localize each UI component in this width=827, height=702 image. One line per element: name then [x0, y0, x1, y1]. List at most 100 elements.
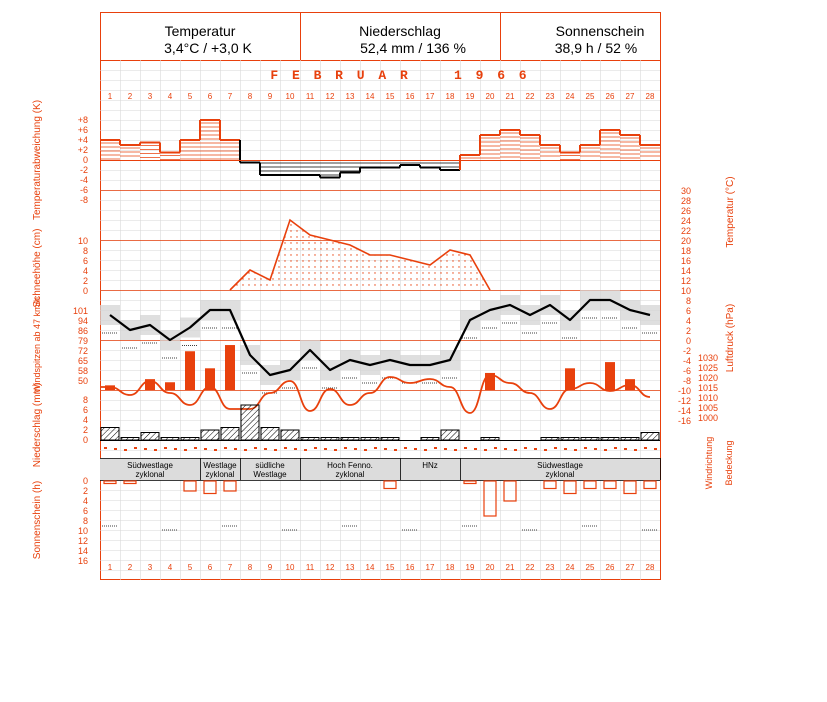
temp-anomaly-tick: -4 — [80, 175, 88, 185]
day-labels-bottom: 1 2 3 4 5 6 7 8 9 10 11 12 13 14 15 16 17 18 19 20 21 22 23 24 2… — [108, 563, 655, 572]
wind-direction-marker — [344, 447, 347, 449]
day-label: 6 — [208, 92, 213, 101]
day-label: 21 — [506, 563, 515, 572]
left-axis-ticks: +8+6+4+20-2-4-6-810864201019486797265585… — [73, 115, 88, 566]
wind-direction-marker — [274, 449, 277, 451]
wind-gust-bar — [485, 372, 495, 390]
wind-direction-marker — [504, 448, 507, 450]
precip-axis-label: Niederschlag (mm) — [32, 383, 43, 467]
weather-type-label: südliche — [255, 461, 285, 470]
wind-gust-bar — [205, 368, 215, 390]
wind-direction-marker — [204, 448, 207, 450]
day-labels-top: 1 2 3 4 5 6 7 8 9 10 11 12 13 14 15 16 17 18 19 20 21 22 23 24 2… — [108, 92, 655, 101]
wind-direction-marker — [174, 448, 177, 450]
sunshine-tick: 4 — [83, 496, 88, 506]
wind-gust-bar — [605, 362, 615, 390]
temperature-axis-label: Temperatur (°C) — [725, 176, 736, 247]
wind-direction-marker — [454, 449, 457, 451]
wind-gust-tick: 65 — [78, 356, 88, 366]
day-label: 17 — [426, 92, 435, 101]
wind-direction-marker — [114, 448, 117, 450]
temperature-tick: -6 — [683, 366, 691, 376]
temperature-tick: 0 — [686, 336, 691, 346]
temp-anomaly-axis-label: Temperaturabweichung (K) — [32, 100, 43, 220]
wind-direction-marker — [384, 448, 387, 450]
wind-gust-bar — [225, 345, 235, 390]
snow-depth-tick: 6 — [83, 256, 88, 266]
sunshine-bar — [463, 480, 477, 485]
day-label: 25 — [586, 92, 595, 101]
pressure-tick: 1015 — [698, 383, 718, 393]
temperature-tick: -2 — [683, 346, 691, 356]
day-label: 17 — [426, 563, 435, 572]
day-label: 2 — [128, 92, 133, 101]
day-label: 19 — [466, 563, 475, 572]
temperature-tick: 16 — [681, 256, 691, 266]
sunshine-axis-label: Sonnenschein (h) — [32, 481, 43, 559]
wind-direction-marker — [284, 447, 287, 449]
temperature-title: Temperatur — [165, 23, 236, 39]
precip-bar — [440, 429, 460, 441]
pressure-tick: 1000 — [698, 413, 718, 423]
wind-direction-marker — [624, 448, 627, 450]
day-label: 20 — [486, 92, 495, 101]
precip-tick: 6 — [83, 405, 88, 415]
sunshine-bar — [483, 480, 497, 517]
wind-gust-tick: 72 — [78, 346, 88, 356]
wind-direction-marker — [594, 448, 597, 450]
sunshine-bar — [583, 480, 597, 490]
snow-depth-tick: 2 — [83, 276, 88, 286]
precip-bar — [580, 437, 600, 441]
temperature-tick: 18 — [681, 246, 691, 256]
day-label: 12 — [326, 92, 335, 101]
day-label: 19 — [466, 92, 475, 101]
day-label: 16 — [406, 92, 415, 101]
day-label: 27 — [626, 563, 635, 572]
precip-bar — [100, 427, 120, 441]
day-label: 5 — [188, 563, 193, 572]
day-label: 10 — [286, 563, 295, 572]
temperature-tick: 6 — [686, 306, 691, 316]
precip-bar — [340, 437, 360, 441]
precip-bar — [620, 437, 640, 441]
wind-direction-marker — [394, 449, 397, 451]
temp-anomaly-tick: -8 — [80, 195, 88, 205]
temperature-series-line — [109, 298, 651, 377]
temp-anomaly-tick: +4 — [78, 135, 88, 145]
snow-depth-panel — [229, 218, 491, 291]
wind-gust-bar — [565, 368, 575, 390]
day-label: 11 — [306, 563, 315, 572]
day-label: 13 — [346, 563, 355, 572]
precipitation-panel — [100, 404, 660, 441]
wind-direction-marker — [144, 448, 147, 450]
wind-gust-bar — [165, 382, 175, 390]
wind-direction-marker — [564, 448, 567, 450]
right-axis-ticks: 302826242220181614121086420-2-4-6-8-10-1… — [678, 186, 718, 426]
wind-direction-marker — [434, 447, 437, 449]
day-label: 13 — [346, 92, 355, 101]
wind-direction-marker — [494, 447, 497, 449]
day-label: 18 — [446, 92, 455, 101]
wind-direction-marker — [254, 447, 257, 449]
temperature-tick: 2 — [686, 326, 691, 336]
wind-gust-tick: 58 — [78, 366, 88, 376]
wind-gust-bar — [185, 351, 195, 390]
precip-bar — [280, 429, 300, 441]
precip-tick: 0 — [83, 435, 88, 445]
wind-direction-marker — [364, 449, 367, 451]
day-label: 20 — [486, 563, 495, 572]
temperature-tick: -14 — [678, 406, 691, 416]
snow-fill — [230, 220, 490, 290]
day-label: 28 — [646, 563, 655, 572]
weather-type-label: zyklonal — [546, 470, 575, 479]
sunshine-tick: 10 — [78, 526, 88, 536]
wind-direction-marker — [464, 447, 467, 449]
precip-bar — [360, 437, 380, 441]
day-label: 18 — [446, 563, 455, 572]
temperature-value: 3,4°C / +3,0 K — [164, 40, 252, 56]
wind-direction-marker — [574, 449, 577, 451]
wind-direction-marker — [584, 447, 587, 449]
precip-bar — [200, 429, 220, 441]
day-label: 25 — [586, 563, 595, 572]
